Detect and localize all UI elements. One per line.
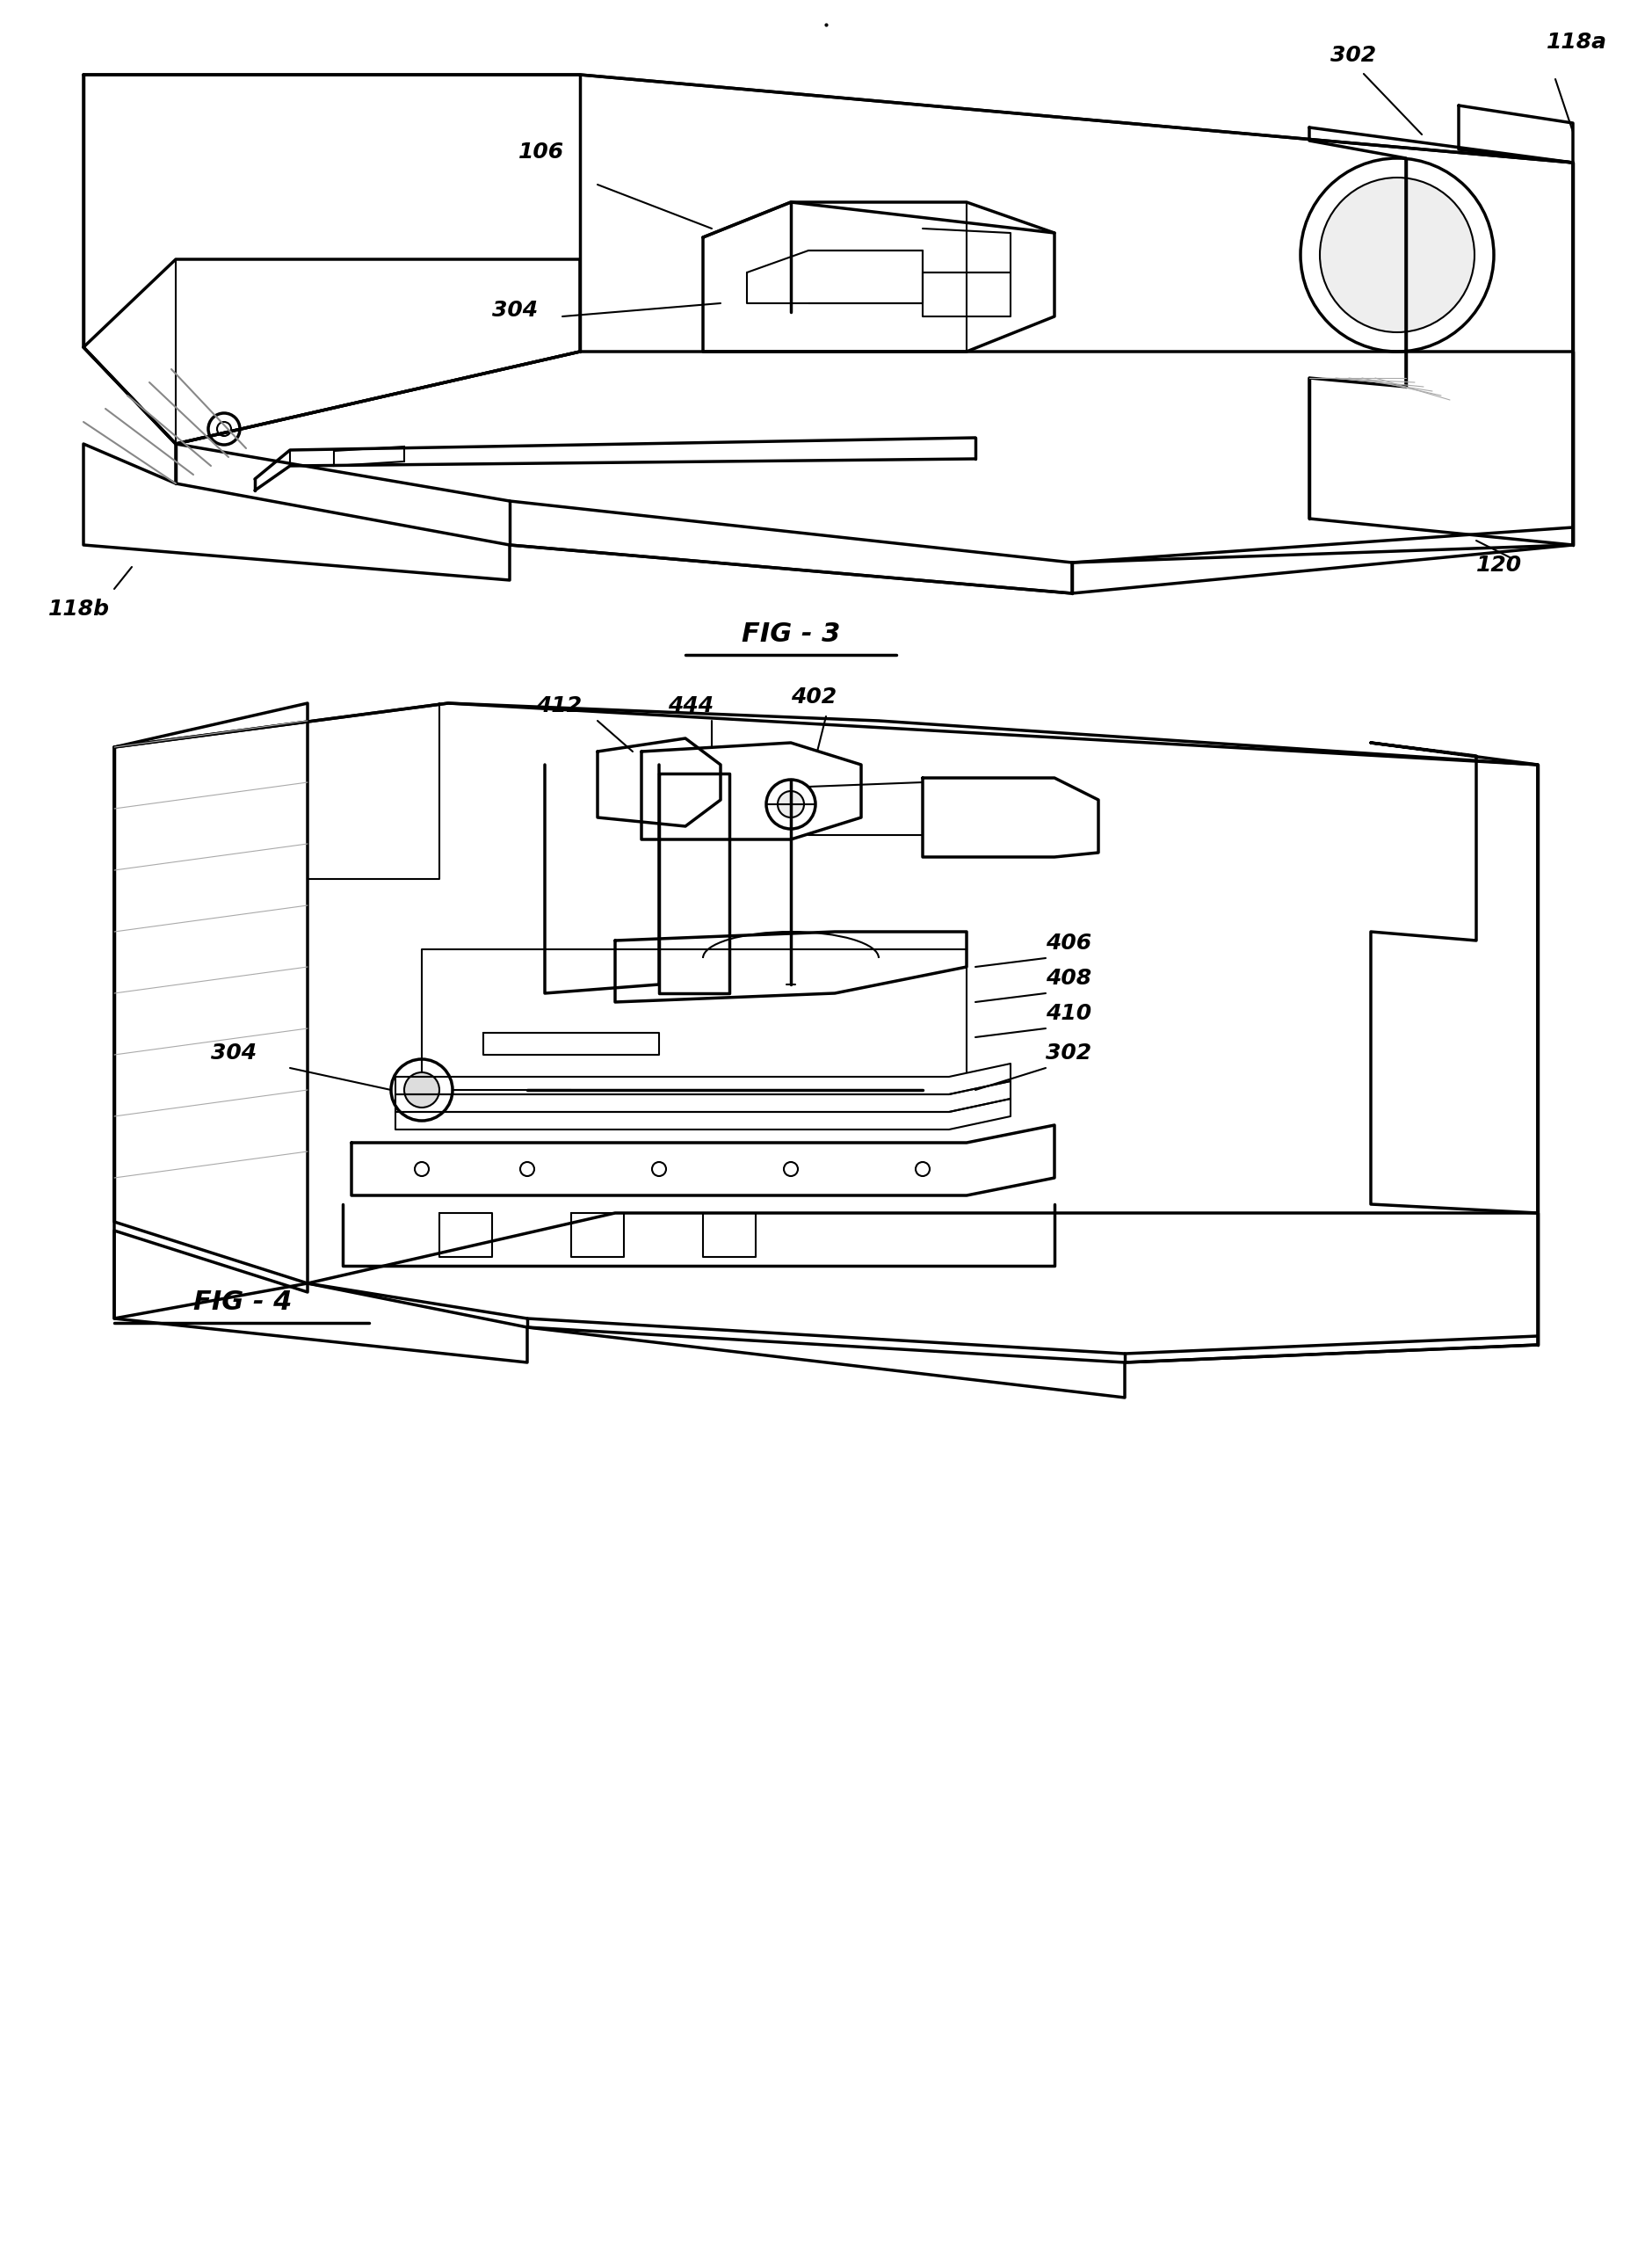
Text: 304: 304 bbox=[211, 1041, 256, 1064]
Text: 410: 410 bbox=[1046, 1003, 1090, 1023]
Circle shape bbox=[415, 1161, 428, 1177]
Text: 412: 412 bbox=[535, 696, 582, 716]
Text: 406: 406 bbox=[1046, 933, 1090, 953]
Text: 302: 302 bbox=[1330, 45, 1376, 66]
Text: FIG - 4: FIG - 4 bbox=[193, 1290, 292, 1315]
Circle shape bbox=[767, 779, 814, 829]
Text: 402: 402 bbox=[790, 687, 836, 707]
Text: 302: 302 bbox=[1046, 1041, 1090, 1064]
Circle shape bbox=[1300, 158, 1493, 352]
Text: 118a: 118a bbox=[1546, 32, 1606, 52]
Circle shape bbox=[216, 422, 231, 436]
Text: 106: 106 bbox=[519, 142, 563, 163]
Text: 118b: 118b bbox=[48, 599, 109, 619]
Circle shape bbox=[520, 1161, 534, 1177]
Circle shape bbox=[405, 1073, 439, 1107]
Circle shape bbox=[783, 1161, 798, 1177]
Circle shape bbox=[392, 1059, 453, 1120]
Text: 304: 304 bbox=[492, 300, 537, 321]
Circle shape bbox=[651, 1161, 666, 1177]
Text: FIG - 3: FIG - 3 bbox=[742, 621, 839, 646]
Circle shape bbox=[776, 791, 803, 818]
Text: 408: 408 bbox=[1046, 967, 1090, 989]
Text: 120: 120 bbox=[1475, 556, 1521, 576]
Circle shape bbox=[208, 413, 240, 445]
Polygon shape bbox=[334, 447, 405, 465]
Text: 444: 444 bbox=[667, 696, 714, 716]
Circle shape bbox=[915, 1161, 928, 1177]
Circle shape bbox=[1320, 178, 1474, 332]
